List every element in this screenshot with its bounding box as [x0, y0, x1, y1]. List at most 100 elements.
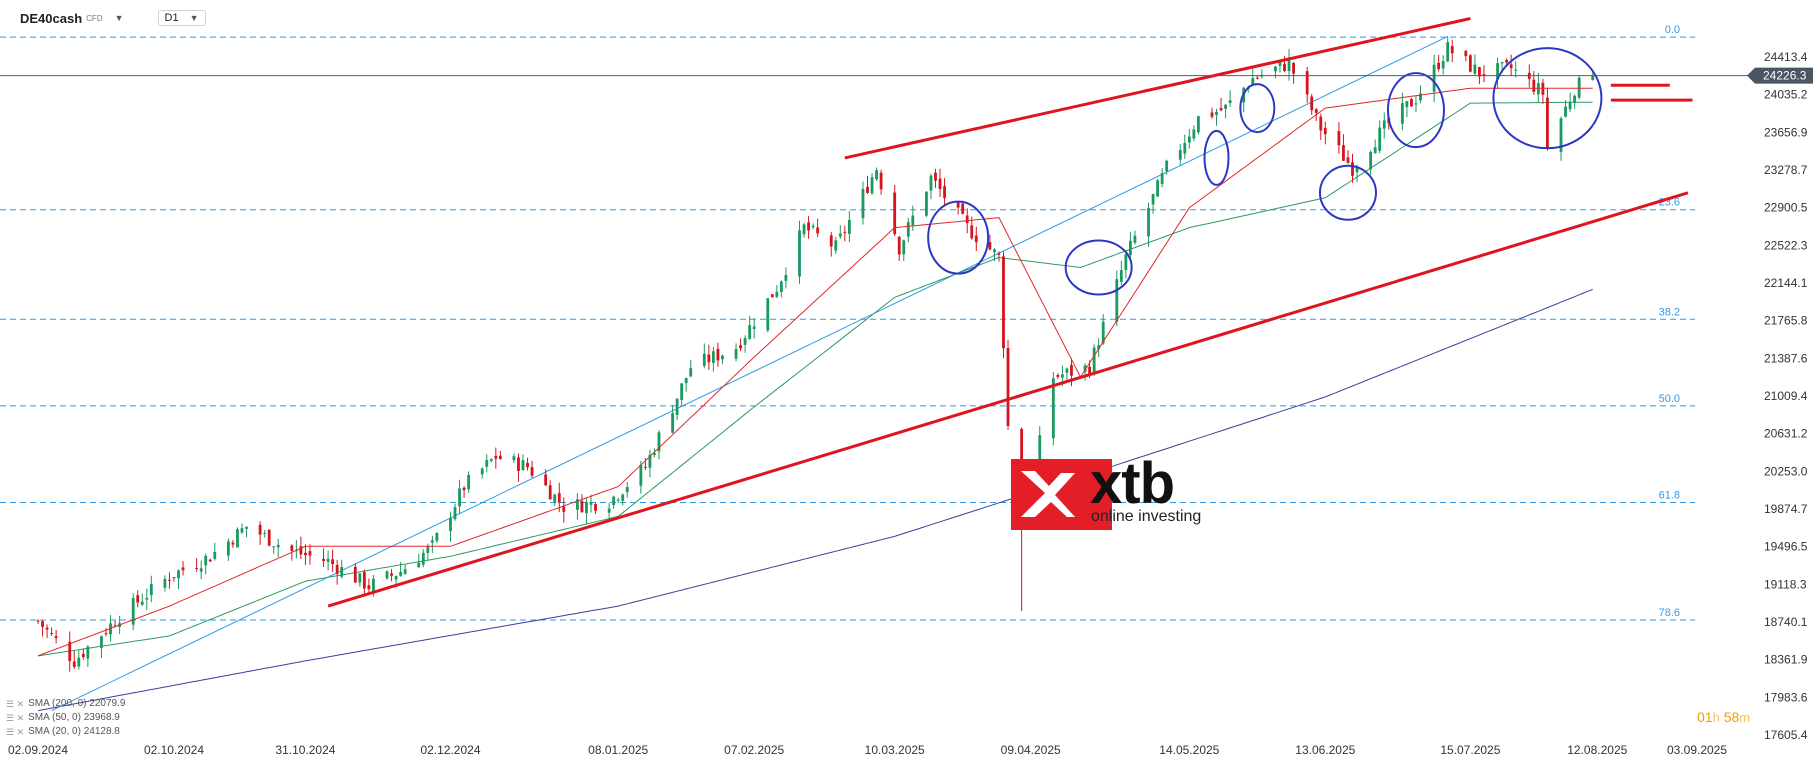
candle[interactable] — [213, 542, 217, 561]
indicator-settings-icon[interactable]: ☰ ✕ — [6, 727, 25, 737]
highlight-ellipse[interactable] — [1492, 47, 1603, 150]
channel-lines[interactable] — [327, 17, 1689, 608]
candle[interactable] — [521, 454, 525, 471]
candle[interactable] — [385, 570, 389, 581]
candle[interactable] — [226, 538, 230, 561]
candle[interactable] — [1446, 36, 1450, 63]
candle[interactable] — [1323, 121, 1327, 145]
candle[interactable] — [707, 344, 711, 370]
candle[interactable] — [530, 460, 534, 479]
candle[interactable] — [1546, 87, 1549, 151]
candle[interactable] — [54, 630, 58, 644]
candle[interactable] — [616, 497, 620, 504]
candle[interactable] — [308, 544, 312, 565]
candle[interactable] — [739, 338, 742, 352]
candle[interactable] — [1532, 71, 1536, 95]
candle[interactable] — [671, 404, 674, 434]
candle[interactable] — [45, 624, 49, 639]
candle[interactable] — [734, 343, 738, 362]
candle[interactable] — [1097, 338, 1101, 357]
candle[interactable] — [1437, 54, 1441, 72]
candle[interactable] — [1056, 373, 1060, 379]
candle[interactable] — [199, 560, 203, 580]
candles[interactable] — [36, 36, 1595, 672]
candle[interactable] — [1432, 54, 1436, 103]
candle[interactable] — [879, 169, 883, 195]
candle[interactable] — [494, 447, 498, 469]
candle[interactable] — [1192, 125, 1196, 142]
candle[interactable] — [1337, 122, 1341, 154]
candle[interactable] — [766, 298, 770, 333]
candle[interactable] — [721, 354, 724, 365]
candle[interactable] — [1573, 94, 1577, 109]
candle[interactable] — [1228, 90, 1232, 107]
candle[interactable] — [1419, 85, 1422, 104]
candle[interactable] — [1002, 251, 1005, 359]
candle[interactable] — [748, 315, 752, 340]
candle[interactable] — [929, 173, 933, 200]
candle[interactable] — [770, 294, 774, 298]
x-axis[interactable]: 02.09.2024 02.10.2024 31.10.2024 02.12.2024… — [8, 743, 1727, 757]
candle[interactable] — [802, 222, 806, 238]
candle[interactable] — [1124, 253, 1128, 279]
candle[interactable] — [267, 528, 271, 547]
candle[interactable] — [195, 558, 199, 572]
candle[interactable] — [702, 343, 706, 369]
candle[interactable] — [208, 558, 212, 562]
candle[interactable] — [276, 538, 280, 558]
candle[interactable] — [716, 342, 720, 367]
candle[interactable] — [417, 553, 421, 568]
candle[interactable] — [580, 494, 584, 513]
candle[interactable] — [140, 593, 144, 607]
candle[interactable] — [657, 430, 661, 460]
candle[interactable] — [938, 168, 942, 197]
candle[interactable] — [1133, 230, 1137, 245]
candle[interactable] — [575, 493, 579, 520]
candle[interactable] — [1006, 339, 1010, 430]
candle[interactable] — [925, 191, 928, 218]
candle[interactable] — [231, 540, 235, 548]
candle[interactable] — [326, 550, 330, 571]
candle[interactable] — [294, 540, 298, 559]
candle[interactable] — [1310, 94, 1314, 115]
candle[interactable] — [956, 201, 960, 215]
candle[interactable] — [245, 526, 248, 538]
candle[interactable] — [648, 449, 652, 478]
candle[interactable] — [838, 225, 842, 239]
candle[interactable] — [1346, 150, 1350, 164]
candle[interactable] — [1147, 202, 1150, 247]
candle[interactable] — [489, 458, 493, 463]
candle[interactable] — [467, 471, 471, 493]
candle[interactable] — [236, 527, 239, 548]
candle[interactable] — [1541, 78, 1545, 104]
candle[interactable] — [177, 569, 180, 590]
channel-upper-line[interactable] — [844, 17, 1471, 160]
candle[interactable] — [104, 628, 108, 637]
candle[interactable] — [625, 482, 629, 498]
candle[interactable] — [1568, 92, 1572, 113]
candle[interactable] — [974, 226, 978, 252]
candle[interactable] — [1496, 57, 1499, 90]
candle[interactable] — [689, 359, 693, 378]
candle[interactable] — [421, 549, 425, 568]
candle[interactable] — [1450, 39, 1454, 63]
candle[interactable] — [875, 167, 878, 182]
candle[interactable] — [453, 503, 457, 521]
candle[interactable] — [240, 523, 244, 534]
candle[interactable] — [1165, 159, 1169, 175]
candle[interactable] — [526, 457, 529, 471]
candle[interactable] — [136, 590, 140, 608]
indicator-settings-icon[interactable]: ☰ ✕ — [6, 699, 25, 709]
candle[interactable] — [86, 644, 90, 667]
candle[interactable] — [870, 173, 874, 195]
candle[interactable] — [1224, 104, 1227, 119]
candle[interactable] — [1115, 270, 1119, 327]
candle[interactable] — [1559, 116, 1563, 161]
candle[interactable] — [77, 650, 81, 670]
candle[interactable] — [335, 559, 339, 585]
fan-line[interactable] — [51, 35, 1448, 712]
candle[interactable] — [861, 181, 865, 225]
candle[interactable] — [512, 453, 516, 463]
timeframe-select[interactable]: D1 ▼ — [157, 10, 206, 26]
candle[interactable] — [1210, 107, 1214, 119]
